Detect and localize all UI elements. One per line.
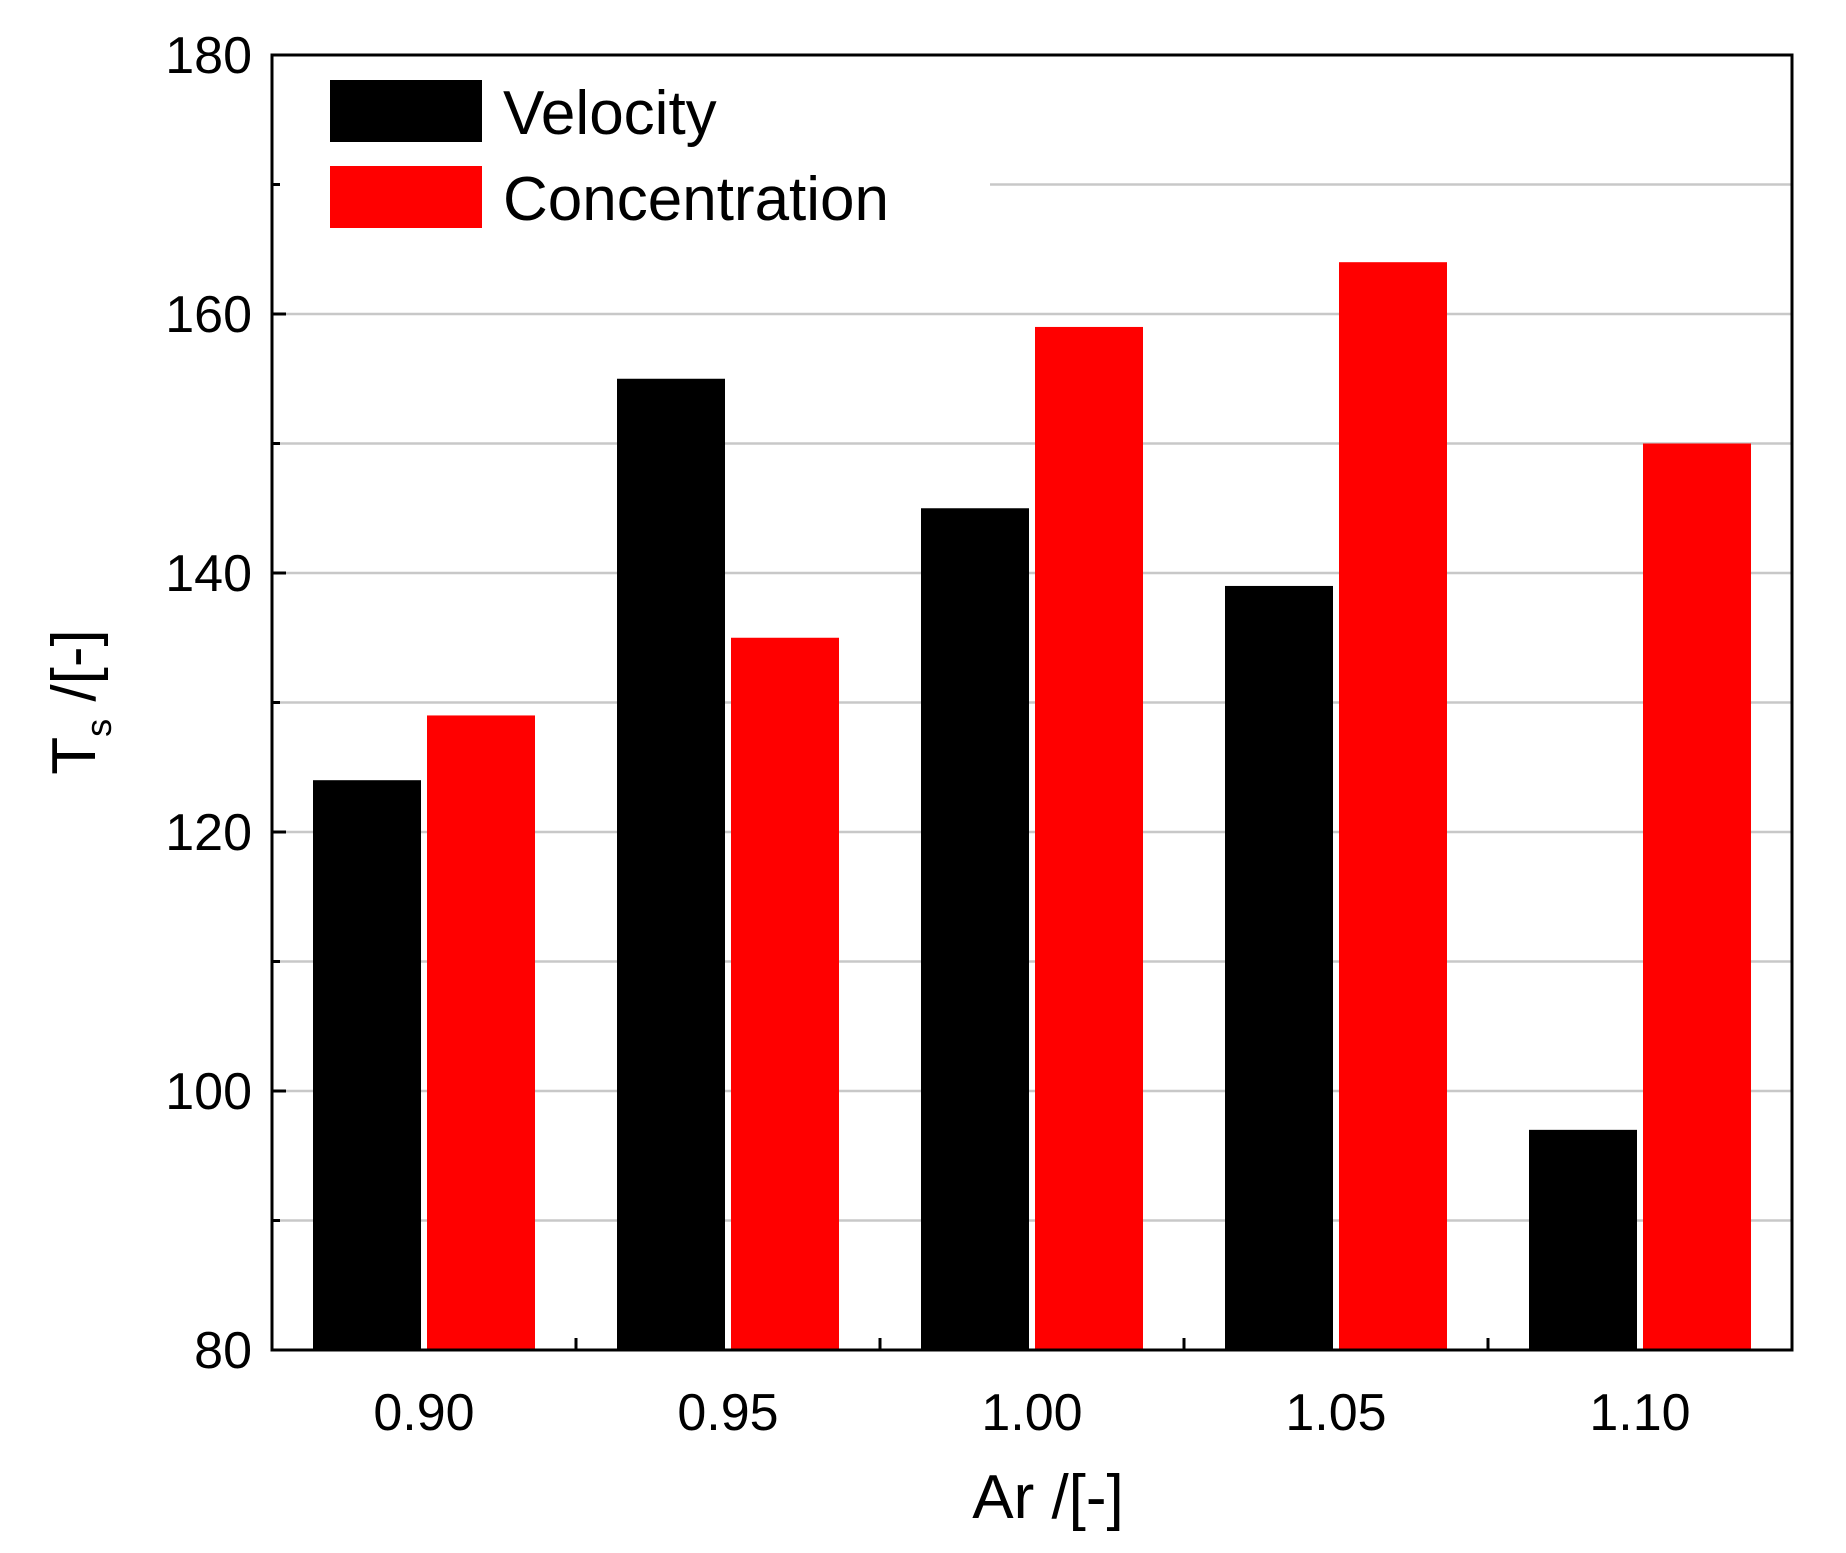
y-axis-title-main: T — [40, 737, 109, 775]
y-axis-title-unit: /[-] — [40, 629, 109, 719]
legend-swatch-concentration — [330, 166, 482, 228]
x-axis-title: Ar /[-] — [972, 1463, 1124, 1532]
bar-concentration-1.10 — [1643, 443, 1751, 1350]
legend-swatch-velocity — [330, 80, 482, 142]
x-tick-label-1.10: 1.10 — [1589, 1384, 1690, 1442]
x-tick-label-0.95: 0.95 — [677, 1384, 778, 1442]
legend-label-concentration: Concentration — [503, 165, 889, 234]
y-tick-label-140: 140 — [165, 545, 252, 603]
y-axis: 80 100 120 140 160 180 — [165, 27, 286, 1380]
y-tick-label-100: 100 — [165, 1063, 252, 1121]
x-axis: 0.90 0.95 1.00 1.05 1.10 — [373, 1338, 1691, 1442]
x-tick-label-0.90: 0.90 — [373, 1384, 474, 1442]
x-tick-label-1.00: 1.00 — [981, 1384, 1082, 1442]
x-tick-label-1.05: 1.05 — [1285, 1384, 1386, 1442]
y-tick-label-160: 160 — [165, 286, 252, 344]
legend-label-velocity: Velocity — [503, 79, 717, 148]
y-tick-label-180: 180 — [165, 27, 252, 85]
y-tick-label-80: 80 — [194, 1322, 252, 1380]
bar-velocity-1.00 — [921, 508, 1029, 1350]
bar-concentration-1.05 — [1339, 262, 1447, 1351]
y-axis-title: Ts /[-] — [40, 629, 119, 774]
bar-velocity-1.05 — [1225, 585, 1333, 1350]
bar-concentration-0.90 — [427, 715, 535, 1350]
bars — [313, 262, 1751, 1351]
bar-concentration-1.00 — [1035, 326, 1143, 1350]
bar-velocity-0.95 — [617, 378, 725, 1350]
bar-velocity-0.90 — [313, 780, 421, 1350]
legend: Velocity Concentration — [330, 79, 889, 234]
y-axis-title-subscript: s — [78, 719, 119, 737]
y-tick-label-120: 120 — [165, 804, 252, 862]
bar-concentration-0.95 — [731, 637, 839, 1350]
bar-velocity-1.10 — [1529, 1129, 1637, 1350]
